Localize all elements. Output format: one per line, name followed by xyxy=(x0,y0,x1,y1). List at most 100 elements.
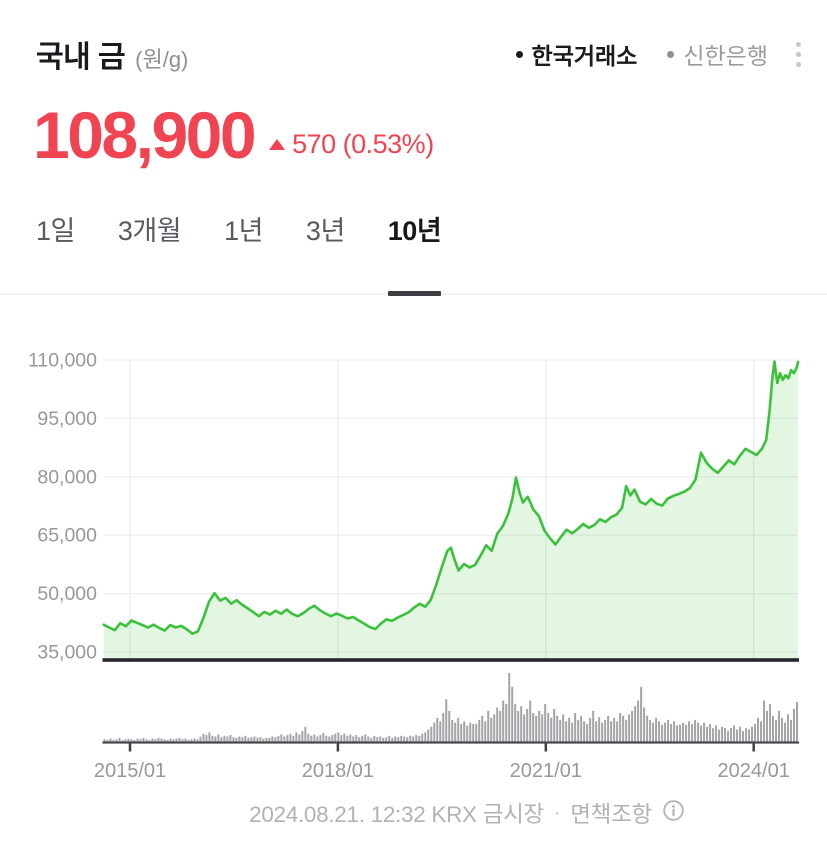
volume-bar xyxy=(355,735,358,742)
y-axis-label: 35,000 xyxy=(37,642,97,664)
volume-bar xyxy=(208,732,211,742)
volume-bar xyxy=(697,722,700,742)
volume-bar xyxy=(439,721,442,742)
tab-1y[interactable]: 1년 xyxy=(224,210,263,293)
volume-bar xyxy=(295,732,298,742)
volume-bar xyxy=(649,719,652,742)
volume-bar xyxy=(346,735,349,742)
volume-bar xyxy=(784,722,787,742)
tab-10y[interactable]: 10년 xyxy=(387,210,442,296)
volume-bar xyxy=(406,737,409,742)
volume-bar xyxy=(535,715,538,742)
source-krx[interactable]: 한국거래소 xyxy=(515,37,637,71)
volume-bar xyxy=(637,700,640,742)
volume-bar xyxy=(271,736,274,742)
volume-bar xyxy=(514,704,517,742)
volume-bar xyxy=(412,736,415,742)
volume-bar xyxy=(232,737,235,742)
volume-bar xyxy=(133,739,136,742)
disclaimer-link[interactable]: 면책조항 xyxy=(570,802,652,827)
volume-bar xyxy=(415,735,418,742)
volume-bar xyxy=(349,734,352,742)
volume-bar xyxy=(526,708,529,742)
volume-bar xyxy=(391,737,394,742)
volume-bar xyxy=(277,735,280,742)
volume-bar xyxy=(430,726,433,742)
volume-bar xyxy=(262,738,265,742)
volume-bar xyxy=(427,729,430,742)
volume-bar xyxy=(250,737,253,742)
volume-bar xyxy=(181,739,184,742)
volume-bar xyxy=(397,737,400,742)
volume-bar xyxy=(778,710,781,742)
volume-bar xyxy=(148,739,151,742)
volume-bar xyxy=(529,700,532,742)
volume-bar xyxy=(538,710,541,742)
volume-bar xyxy=(307,733,310,742)
more-menu-button[interactable] xyxy=(794,38,803,71)
x-axis-label: 2021/01 xyxy=(510,760,582,782)
volume-bar xyxy=(490,717,493,742)
volume-bar xyxy=(487,710,490,742)
volume-bar xyxy=(220,737,223,742)
volume-bar xyxy=(328,736,331,742)
volume-bar xyxy=(379,736,382,742)
change-amount: 570 xyxy=(292,129,336,159)
source-shinhan[interactable]: 신한은행 xyxy=(667,37,768,71)
volume-bar xyxy=(727,730,730,742)
x-axis-label: 2024/01 xyxy=(718,760,790,782)
volume-bar xyxy=(721,726,724,742)
volume-bar xyxy=(286,735,289,742)
volume-bar xyxy=(169,738,172,742)
volume-bar xyxy=(304,726,307,742)
y-axis-label: 50,000 xyxy=(37,583,97,605)
volume-bar xyxy=(118,737,121,742)
volume-bar xyxy=(532,713,535,742)
volume-bar xyxy=(385,737,388,742)
tab-3m[interactable]: 3개월 xyxy=(118,210,182,293)
volume-bar xyxy=(463,721,466,742)
volume-bar xyxy=(106,739,109,742)
volume-bar xyxy=(421,733,424,742)
volume-bar xyxy=(130,739,133,742)
volume-baseline xyxy=(102,741,799,744)
volume-bar xyxy=(679,724,682,742)
volume-bar xyxy=(238,736,241,742)
volume-bar xyxy=(598,717,601,742)
volume-bar xyxy=(436,717,439,742)
volume-bar xyxy=(301,730,304,742)
price-area xyxy=(103,361,799,659)
volume-bar xyxy=(121,739,124,742)
volume-bar xyxy=(316,736,319,742)
volume-bar xyxy=(718,729,721,742)
volume-bar xyxy=(151,738,154,742)
kebab-dot-icon xyxy=(796,41,801,47)
volume-bar xyxy=(796,701,798,742)
volume-bar xyxy=(625,719,628,742)
volume-bar xyxy=(454,722,457,742)
volume-bar xyxy=(619,713,622,742)
volume-bar xyxy=(226,736,229,742)
tab-1d[interactable]: 1일 xyxy=(36,210,75,293)
tab-3y[interactable]: 3년 xyxy=(306,210,345,293)
volume-bar xyxy=(667,719,670,742)
volume-bar xyxy=(760,721,763,742)
volume-bar xyxy=(340,735,343,742)
info-icon[interactable] xyxy=(662,799,685,828)
volume-bar xyxy=(445,699,448,742)
dot-separator: · xyxy=(553,801,561,824)
up-arrow-icon xyxy=(269,139,286,150)
volume-bar xyxy=(283,736,286,742)
volume-bar xyxy=(733,725,736,742)
current-price: 108,900 xyxy=(33,98,257,172)
volume-bar xyxy=(670,724,673,742)
volume-bar xyxy=(229,735,232,742)
volume-bar xyxy=(685,724,688,742)
volume-bar xyxy=(394,736,397,742)
volume-bar xyxy=(298,734,301,742)
volume-bar xyxy=(247,737,250,742)
volume-bar xyxy=(541,714,544,742)
volume-bar xyxy=(571,722,574,742)
volume-bar xyxy=(460,724,463,742)
volume-bar xyxy=(475,724,478,742)
